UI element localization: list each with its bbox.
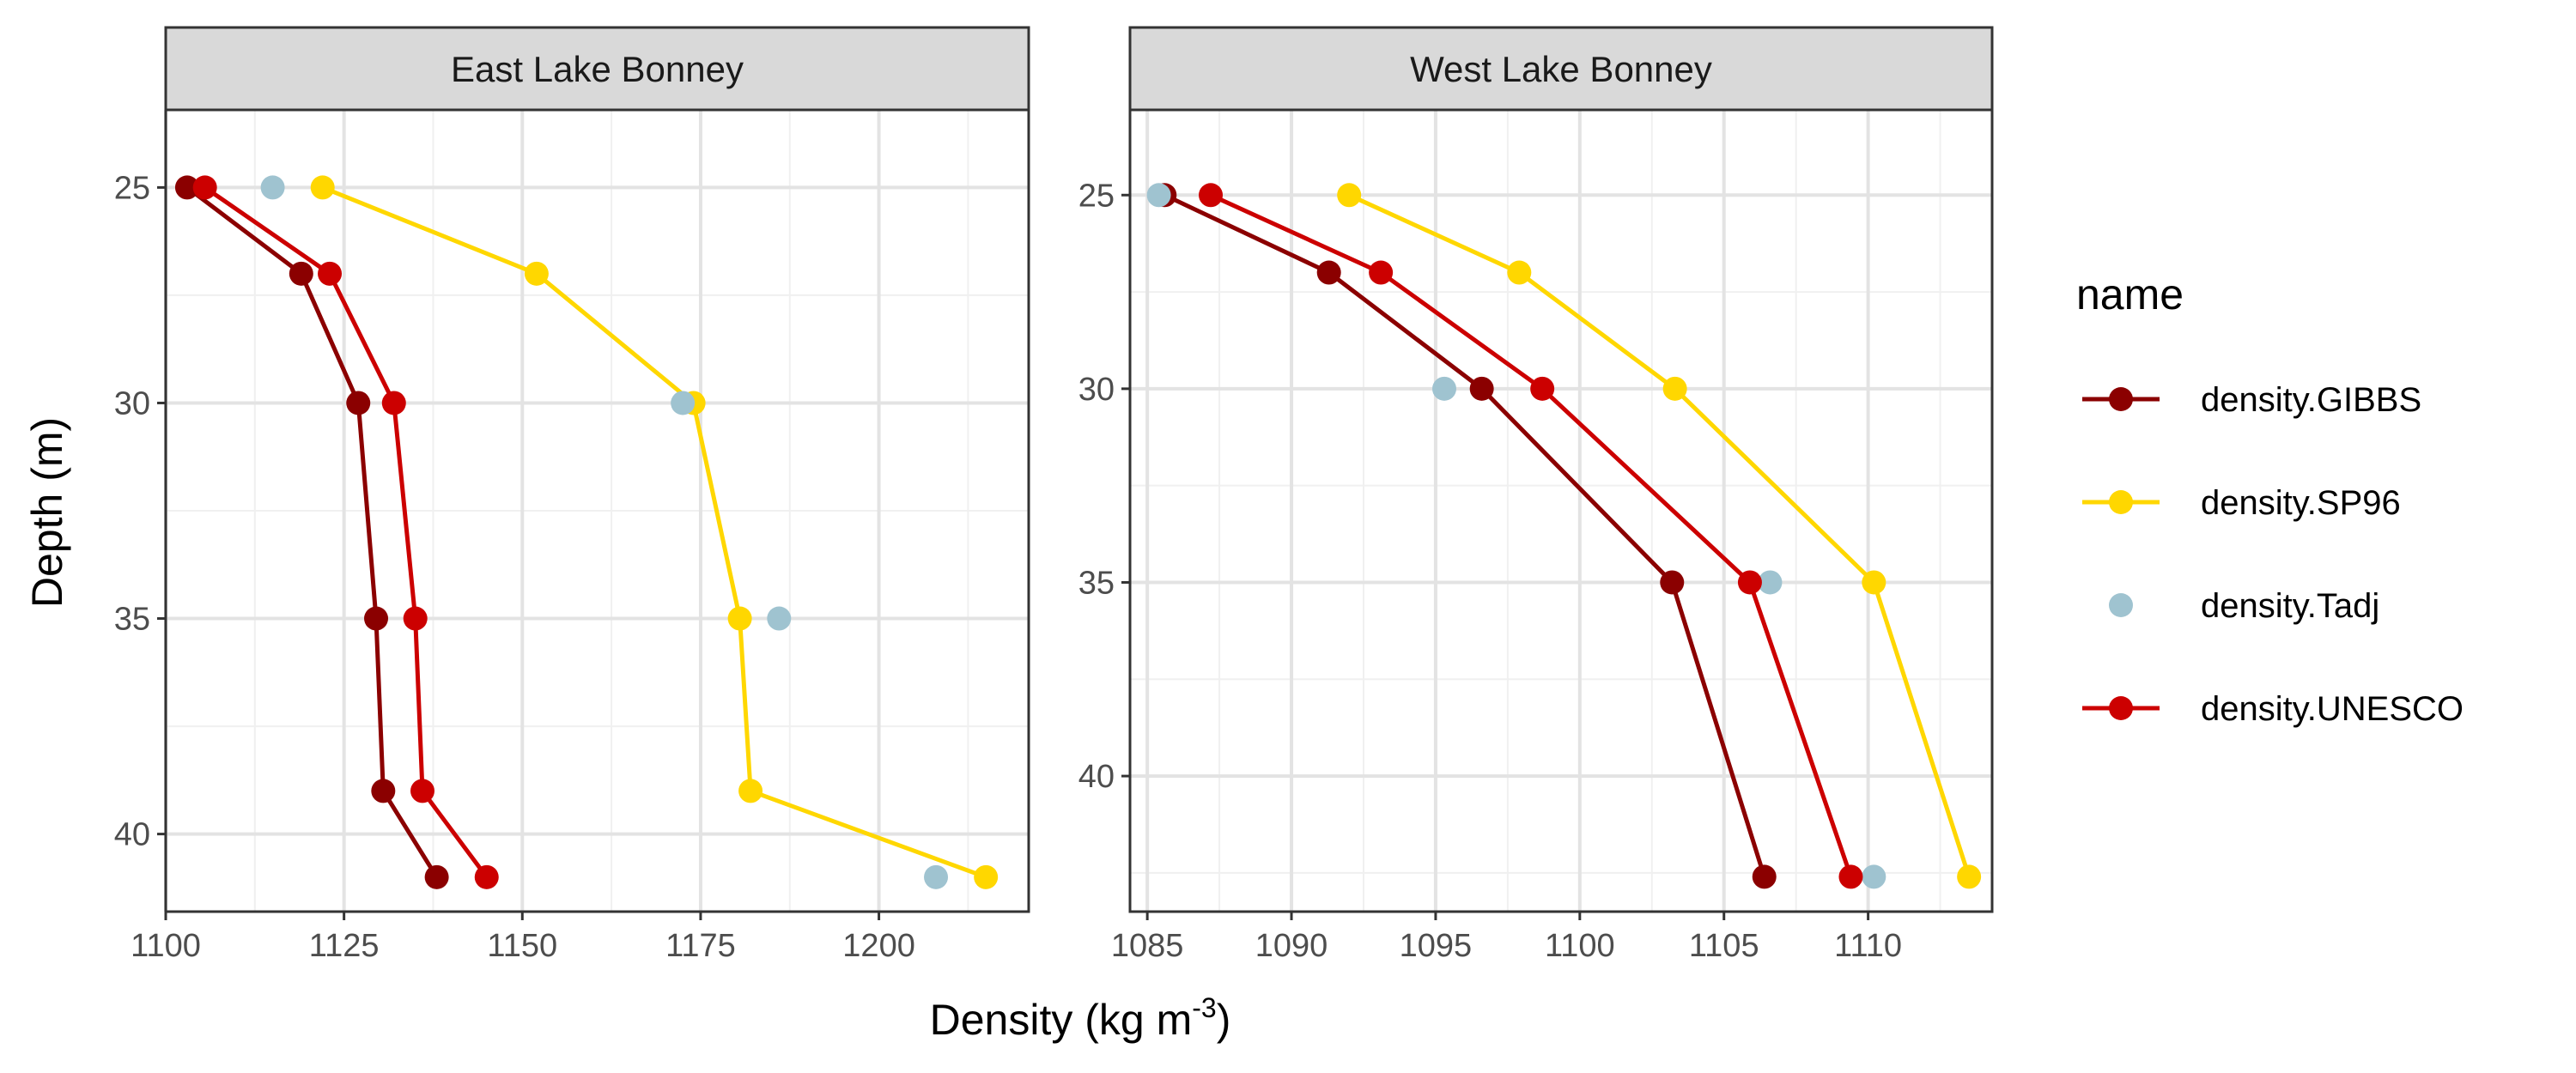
data-point-density-sp96 bbox=[524, 261, 549, 286]
data-point-density-unesco bbox=[1369, 260, 1394, 285]
legend-title: name bbox=[2076, 270, 2184, 318]
data-point-density-unesco bbox=[1530, 376, 1555, 401]
data-point-density-gibbs bbox=[1752, 864, 1777, 889]
data-point-density-tadj bbox=[1146, 183, 1171, 208]
x-tick-label: 1175 bbox=[665, 928, 736, 964]
x-axis-title-end: ) bbox=[1217, 996, 1231, 1044]
legend-entry-density-sp96: density.SP96 bbox=[2082, 484, 2401, 522]
data-point-density-tadj bbox=[1862, 864, 1886, 889]
panel-strip bbox=[1128, 26, 1994, 112]
legend-entries: density.GIBBS density.SP96 density.Tadj den… bbox=[2082, 381, 2464, 728]
panel-west-lake-bonney: West Lake Bonney 1085 1090 1095 1100 1105 1110… bbox=[1078, 26, 1994, 964]
y-tick-label: 35 bbox=[1078, 565, 1115, 601]
x-tick-label: 1085 bbox=[1111, 928, 1184, 964]
legend-key-point bbox=[2109, 696, 2133, 720]
x-tick-label: 1100 bbox=[1545, 928, 1615, 964]
x-tick-label: 1105 bbox=[1689, 928, 1759, 964]
data-point-density-sp96 bbox=[738, 779, 763, 803]
data-point-density-sp96 bbox=[1862, 570, 1886, 595]
data-point-density-sp96 bbox=[310, 175, 335, 200]
x-tick-label: 1095 bbox=[1400, 928, 1473, 964]
legend-label: density.UNESCO bbox=[2201, 690, 2464, 728]
x-axis-title-main: Density (kg m bbox=[930, 996, 1193, 1044]
data-point-density-tadj bbox=[924, 864, 949, 889]
legend-entry-density-tadj: density.Tadj bbox=[2109, 587, 2379, 625]
x-axis-title-superscript: -3 bbox=[1192, 992, 1216, 1023]
legend-entry-density-gibbs: density.GIBBS bbox=[2082, 381, 2421, 419]
panel-border bbox=[1128, 108, 1994, 913]
data-point-density-gibbs bbox=[424, 864, 449, 889]
panel-title: East Lake Bonney bbox=[451, 49, 744, 89]
y-tick-label: 30 bbox=[114, 385, 150, 421]
x-tick-label: 1100 bbox=[131, 928, 201, 964]
y-tick-label: 40 bbox=[1078, 759, 1115, 795]
data-point-density-gibbs bbox=[174, 175, 199, 200]
y-tick-label: 35 bbox=[114, 602, 150, 638]
legend: name density.GIBBS density.SP96 density.Ta… bbox=[2076, 270, 2464, 728]
data-point-density-sp96 bbox=[1662, 376, 1687, 401]
data-point-density-sp96 bbox=[1507, 260, 1532, 285]
legend-key-point bbox=[2109, 387, 2133, 411]
data-point-density-gibbs bbox=[346, 391, 371, 415]
series-line-density-unesco bbox=[204, 185, 489, 879]
legend-entry-density-unesco: density.UNESCO bbox=[2082, 690, 2464, 728]
x-tick-label: 1200 bbox=[842, 928, 915, 964]
data-point-density-unesco bbox=[1838, 864, 1863, 889]
x-tick-label: 1090 bbox=[1255, 928, 1328, 964]
legend-key-point bbox=[2109, 490, 2133, 514]
x-tick-label: 1110 bbox=[1834, 928, 1902, 964]
y-tick-label: 40 bbox=[114, 817, 150, 853]
data-point-density-unesco bbox=[381, 391, 406, 415]
data-point-density-sp96 bbox=[727, 606, 752, 631]
data-point-density-tadj bbox=[1758, 570, 1783, 595]
data-point-density-gibbs bbox=[289, 261, 313, 286]
legend-label: density.GIBBS bbox=[2201, 381, 2421, 419]
series-line-density-sp96 bbox=[321, 185, 987, 880]
y-tick-label: 30 bbox=[1078, 372, 1115, 408]
y-axis-title: Depth (m) bbox=[23, 417, 71, 608]
data-point-density-tadj bbox=[767, 606, 792, 631]
data-point-density-tadj bbox=[1432, 376, 1457, 401]
data-point-density-tadj bbox=[260, 175, 285, 200]
legend-label: density.SP96 bbox=[2201, 484, 2401, 522]
data-point-density-unesco bbox=[1199, 183, 1224, 208]
legend-label: density.Tadj bbox=[2201, 587, 2379, 625]
data-point-density-gibbs bbox=[364, 606, 389, 631]
data-point-density-gibbs bbox=[1316, 260, 1341, 285]
data-point-density-unesco bbox=[192, 175, 217, 200]
x-tick-label: 1150 bbox=[487, 928, 557, 964]
data-point-density-sp96 bbox=[974, 864, 999, 889]
legend-key-point bbox=[2109, 593, 2133, 617]
panels-layer: East Lake Bonney 1100 1125 1150 1175 1200 25 30… bbox=[114, 26, 1994, 964]
data-point-density-unesco bbox=[318, 261, 343, 286]
plot-background bbox=[1130, 110, 1992, 912]
y-tick-label: 25 bbox=[1078, 178, 1115, 214]
x-tick-label: 1125 bbox=[309, 928, 380, 964]
panel-east-lake-bonney: East Lake Bonney 1100 1125 1150 1175 1200 25 30… bbox=[114, 26, 1030, 964]
data-point-density-tadj bbox=[671, 391, 696, 415]
data-point-density-unesco bbox=[403, 606, 428, 631]
data-point-density-sp96 bbox=[1957, 864, 1982, 889]
data-point-density-gibbs bbox=[371, 779, 396, 803]
x-axis-title: Density (kg m-3) bbox=[930, 992, 1231, 1044]
data-point-density-unesco bbox=[410, 779, 435, 803]
panel-title: West Lake Bonney bbox=[1410, 49, 1712, 89]
y-tick-label: 25 bbox=[114, 170, 150, 206]
data-point-density-sp96 bbox=[1337, 183, 1362, 208]
data-point-density-gibbs bbox=[1660, 570, 1685, 595]
data-point-density-unesco bbox=[474, 864, 499, 889]
series-line-density-gibbs bbox=[185, 185, 439, 879]
data-point-density-unesco bbox=[1737, 570, 1762, 595]
panel-border bbox=[164, 108, 1030, 913]
data-point-density-gibbs bbox=[1469, 376, 1494, 401]
